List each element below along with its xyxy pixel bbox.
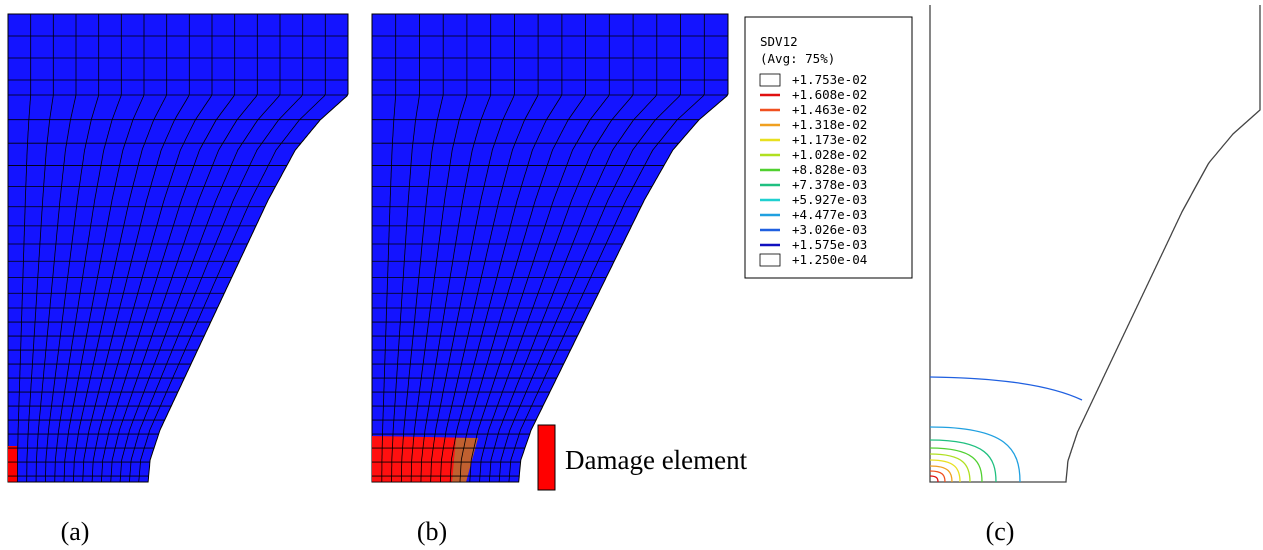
legend-label: +5.927e-03	[792, 192, 867, 207]
mesh-body	[8, 14, 348, 482]
outline	[930, 5, 1260, 482]
figure: SDV12 (Avg: 75%) +1.753e-02+1.608e-02+1.…	[0, 0, 1263, 550]
legend-swatch	[760, 254, 780, 266]
legend-title: SDV12	[760, 34, 798, 49]
mesh-b	[372, 14, 728, 482]
legend-label: +1.463e-02	[792, 102, 867, 117]
legend-label: +1.608e-02	[792, 87, 867, 102]
contour-line	[930, 377, 1082, 400]
mesh-a	[8, 14, 348, 482]
legend-label: +1.753e-02	[792, 72, 867, 87]
annotation: Damage element	[565, 445, 748, 475]
contour-plot	[930, 5, 1260, 482]
legend-label: +8.828e-03	[792, 162, 867, 177]
legend-label: +1.575e-03	[792, 237, 867, 252]
legend-label: +1.028e-02	[792, 147, 867, 162]
damage-element	[8, 446, 17, 482]
contour-line	[930, 448, 982, 482]
legend-label: +1.173e-02	[792, 132, 867, 147]
legend-label: +1.250e-04	[792, 252, 867, 267]
legend-swatch	[760, 74, 780, 86]
mesh-body	[372, 14, 728, 482]
damage-swatch	[538, 425, 555, 490]
panel-label: (c)	[986, 517, 1015, 546]
contour-line	[930, 466, 952, 482]
panel-label: (a)	[61, 517, 90, 546]
legend-label: +7.378e-03	[792, 177, 867, 192]
panel-label: (b)	[417, 517, 447, 546]
legend-label: +3.026e-03	[792, 222, 867, 237]
legend-label: +4.477e-03	[792, 207, 867, 222]
contour-line	[930, 476, 938, 482]
legend-label: +1.318e-02	[792, 117, 867, 132]
legend-subtitle: (Avg: 75%)	[760, 51, 835, 66]
